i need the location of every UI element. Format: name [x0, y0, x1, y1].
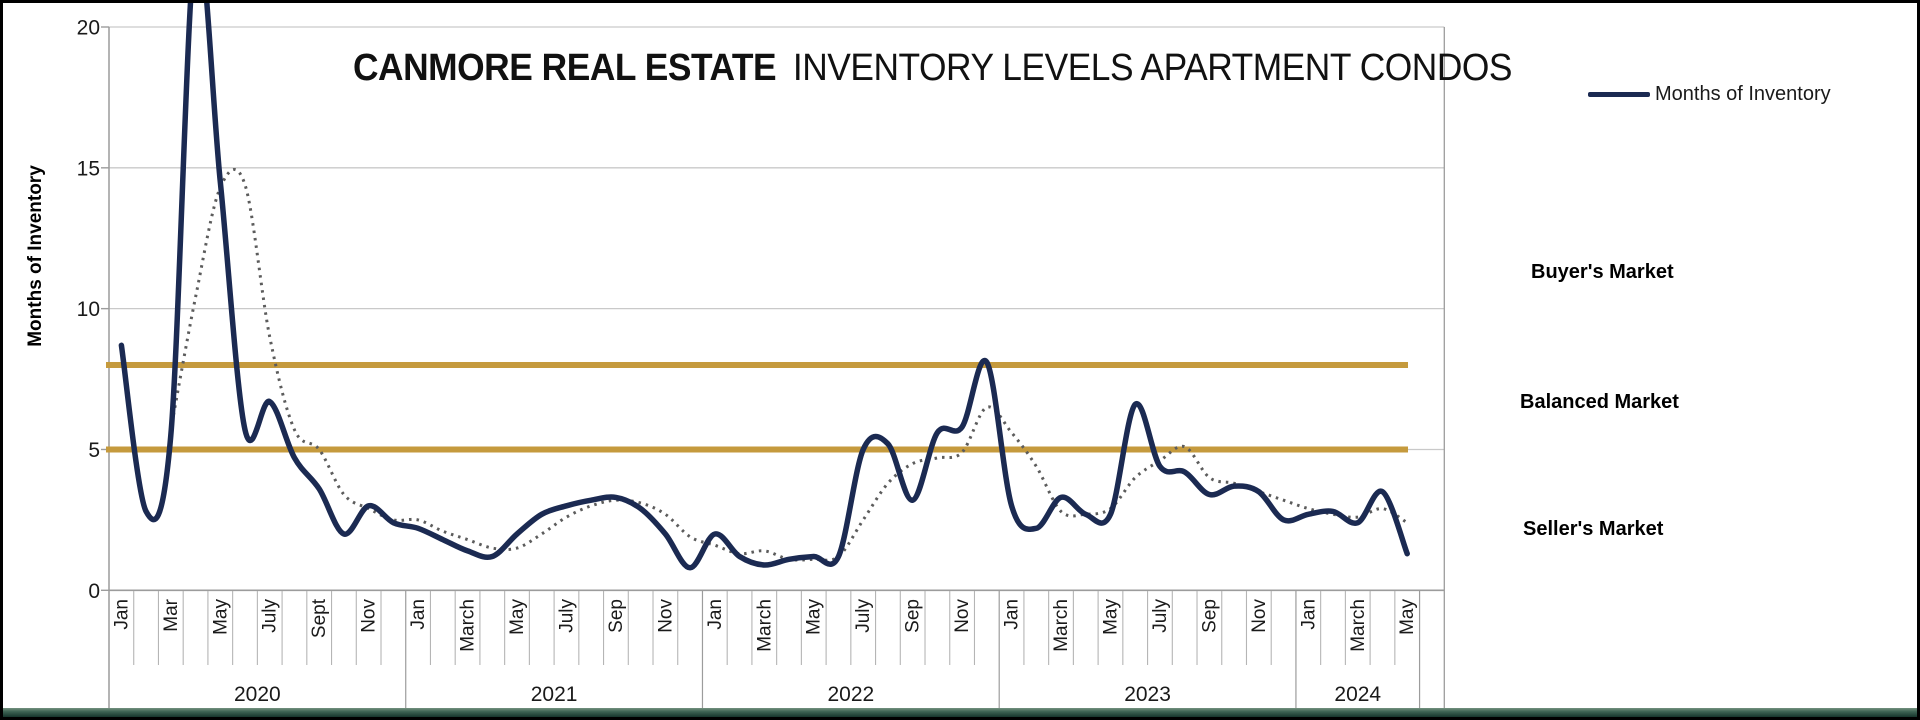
- balanced-market-label: Balanced Market: [1520, 391, 1679, 413]
- month-label-2022-July: July: [853, 599, 874, 633]
- month-label-2022-March: March: [754, 599, 775, 652]
- month-label-2021-May: May: [507, 599, 528, 635]
- month-label-2024-Jan: Jan: [1298, 599, 1319, 630]
- legend-line-swatch: [1588, 92, 1650, 97]
- month-label-2021-Nov: Nov: [655, 599, 676, 633]
- month-label-2023-Nov: Nov: [1249, 599, 1270, 633]
- y-axis-title: Months of Inventory: [25, 165, 46, 347]
- y-tick-label-0: 0: [88, 580, 100, 603]
- month-label-2022-Jan: Jan: [705, 599, 726, 630]
- month-label-2023-Jan: Jan: [1002, 599, 1023, 630]
- month-label-2023-Sep: Sep: [1199, 599, 1220, 633]
- month-label-2021-Sep: Sep: [606, 599, 627, 633]
- month-label-2020-Sept: Sept: [309, 598, 330, 638]
- year-label-2024: 2024: [1334, 683, 1381, 706]
- month-label-2022-Sep: Sep: [903, 599, 924, 633]
- bottom-green-strip: [3, 708, 1917, 717]
- chart-title-rest: INVENTORY LEVELS APARTMENT CONDOS: [792, 47, 1513, 89]
- chart-title: CANMORE REAL ESTATE INVENTORY LEVELS APAR…: [353, 47, 1513, 90]
- month-label-2020-May: May: [210, 599, 231, 635]
- month-label-2024-March: March: [1348, 599, 1369, 652]
- y-tick-label-5: 5: [88, 439, 100, 462]
- year-label-2021: 2021: [531, 683, 578, 706]
- month-label-2021-March: March: [458, 599, 479, 652]
- month-label-2020-July: July: [260, 599, 281, 633]
- y-tick-label-20: 20: [77, 17, 100, 40]
- y-tick-label-10: 10: [77, 298, 100, 321]
- y-tick-label-15: 15: [77, 157, 100, 180]
- year-label-2020: 2020: [234, 683, 281, 706]
- month-label-2020-Mar: Mar: [161, 598, 182, 631]
- month-label-2023-May: May: [1100, 599, 1121, 635]
- buyers-market-label: Buyer's Market: [1531, 261, 1674, 283]
- month-label-2023-July: July: [1150, 599, 1171, 633]
- legend: Months of Inventory: [1588, 83, 1831, 106]
- month-label-2022-May: May: [804, 599, 825, 635]
- sellers-market-label: Seller's Market: [1523, 518, 1664, 540]
- months-of-inventory-line: [118, 3, 1410, 571]
- month-label-2022-Nov: Nov: [952, 599, 973, 633]
- month-label-2023-March: March: [1051, 599, 1072, 652]
- month-label-2021-Jan: Jan: [408, 599, 429, 630]
- month-label-2020-Nov: Nov: [359, 599, 380, 633]
- year-label-2022: 2022: [827, 683, 874, 706]
- month-label-2021-July: July: [556, 599, 577, 633]
- inventory-chart: 0 5 10 15 20 Jan Mar May July Sept Nov 2020 Jan March…: [77, 3, 1445, 711]
- chart-title-brand: CANMORE REAL ESTATE: [353, 47, 777, 89]
- month-label-2020-Jan: Jan: [111, 599, 132, 630]
- legend-label: Months of Inventory: [1655, 83, 1831, 105]
- year-label-2023: 2023: [1124, 683, 1171, 706]
- month-label-2024-May: May: [1397, 599, 1418, 635]
